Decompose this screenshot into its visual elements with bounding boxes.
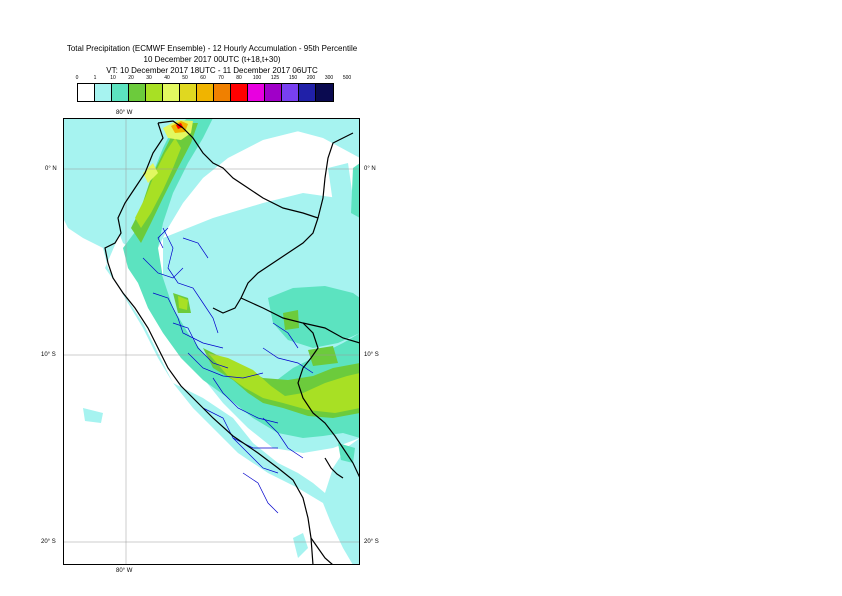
department-boundaries: [142, 227, 314, 514]
lon-label-top: 80° W: [116, 110, 133, 116]
legend-label: 50: [182, 75, 188, 81]
map-frame: [63, 118, 360, 565]
legend-label: 0: [75, 75, 79, 81]
legend-label: 60: [200, 75, 206, 81]
legend-swatch: [180, 84, 197, 101]
legend-label: 125: [270, 75, 280, 81]
precip-core-layer: [143, 120, 193, 183]
graticule: [63, 118, 360, 565]
legend-swatch: [265, 84, 282, 101]
legend-label: 200: [306, 75, 316, 81]
precipitation-map: [63, 118, 360, 565]
legend-label: 70: [218, 75, 224, 81]
legend-label: 80: [236, 75, 242, 81]
coastline-borders: [104, 120, 360, 565]
legend-label: 20: [128, 75, 134, 81]
lat-label-right-0: 0° N: [364, 166, 376, 172]
lat-label-right-10: 10° S: [364, 352, 379, 358]
legend-swatch: [78, 84, 95, 101]
legend-label: 30: [146, 75, 152, 81]
legend-label: 300: [324, 75, 334, 81]
legend-swatch: [282, 84, 299, 101]
chart-title: Total Precipitation (ECMWF Ensemble) - 1…: [66, 44, 358, 53]
lon-label-bottom: 80° W: [116, 568, 133, 574]
legend-swatch: [214, 84, 231, 101]
color-legend: [77, 83, 334, 102]
legend-swatch: [163, 84, 180, 101]
legend-label: 500: [342, 75, 352, 81]
lat-label-left-0: 0° N: [45, 166, 57, 172]
legend-swatch: [248, 84, 265, 101]
legend-swatch: [231, 84, 248, 101]
legend-swatch: [95, 84, 112, 101]
legend-swatch: [316, 84, 333, 101]
legend-label: 10: [110, 75, 116, 81]
legend-swatch: [146, 84, 163, 101]
legend-label: 40: [164, 75, 170, 81]
legend-label: 1: [93, 75, 97, 81]
legend-swatch: [112, 84, 129, 101]
base-time: 10 December 2017 00UTC (t+18,t+30): [143, 55, 281, 64]
legend-swatch: [197, 84, 214, 101]
lat-label-left-10: 10° S: [41, 352, 56, 358]
legend-label: 100: [252, 75, 262, 81]
legend-swatch: [129, 84, 146, 101]
lat-label-right-20: 20° S: [364, 539, 379, 545]
lat-label-left-20: 20° S: [41, 539, 56, 545]
legend-swatch: [299, 84, 316, 101]
precip-lime-layer: [135, 138, 360, 413]
legend-label: 150: [288, 75, 298, 81]
valid-time: VT: 10 December 2017 18UTC - 11 December…: [106, 66, 318, 75]
